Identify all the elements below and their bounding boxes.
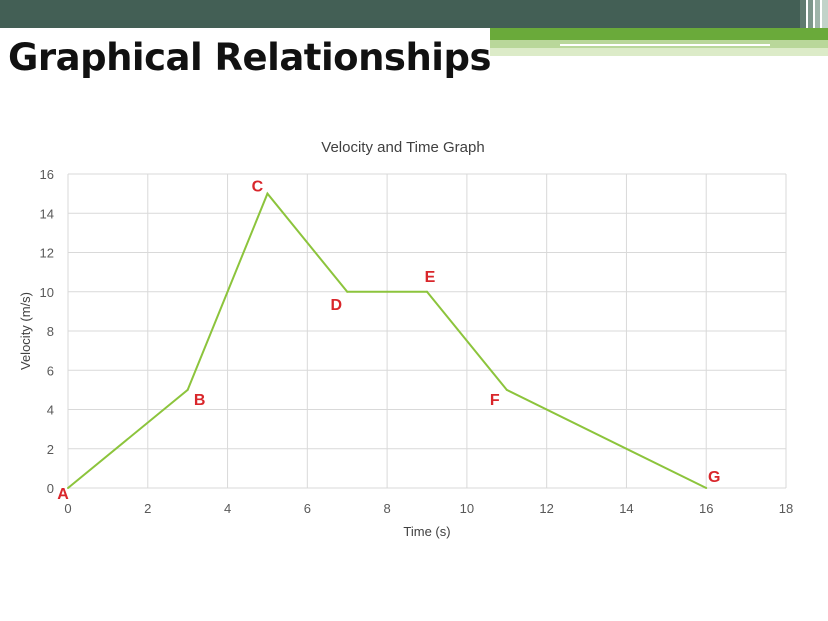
header-decoration-band: [0, 0, 828, 56]
chart-axes: 0 2 4 6 8 10 12 14 16 0 2 4 6 8 10 12 14 16 18: [40, 167, 794, 516]
point-label-b: B: [194, 392, 206, 409]
header-white-line: [560, 44, 770, 46]
y-tick-label: 2: [47, 442, 54, 457]
chart-point-labels: A B C D E F G: [57, 179, 720, 503]
point-label-c: C: [252, 179, 264, 196]
x-axis-title: Time (s): [403, 524, 450, 539]
x-tick-label: 18: [779, 501, 793, 516]
x-tick-label: 12: [539, 501, 553, 516]
header-stripe-2: [808, 0, 813, 28]
point-label-g: G: [708, 469, 720, 486]
x-tick-label: 6: [304, 501, 311, 516]
header-green-band: [490, 28, 828, 40]
y-tick-label: 12: [40, 246, 54, 261]
y-tick-label: 16: [40, 167, 54, 182]
data-point: [346, 290, 349, 293]
data-point: [186, 388, 189, 391]
data-point: [266, 192, 269, 195]
chart-title: Velocity and Time Graph: [321, 139, 484, 156]
header-dark-band: [0, 0, 800, 28]
point-label-d: D: [330, 297, 342, 314]
y-tick-label: 8: [47, 324, 54, 339]
data-point: [705, 487, 708, 489]
data-point: [505, 388, 508, 391]
point-label-e: E: [425, 269, 436, 286]
slide-title: Graphical Relationships: [8, 36, 491, 79]
y-axis-title: Velocity (m/s): [18, 292, 33, 370]
x-tick-label: 8: [383, 501, 390, 516]
y-tick-label: 6: [47, 363, 54, 378]
data-point: [426, 290, 428, 293]
x-tick-label: 14: [619, 501, 633, 516]
y-tick-label: 10: [40, 285, 54, 300]
data-point: [67, 487, 69, 489]
header-pale-band: [490, 48, 828, 56]
header-stripe-4: [822, 0, 828, 28]
y-tick-label: 4: [47, 403, 54, 418]
point-label-a: A: [57, 486, 69, 503]
header-stripe-1: [800, 0, 806, 28]
x-tick-label: 0: [64, 501, 71, 516]
y-tick-label: 0: [47, 481, 54, 496]
header-stripe-3: [815, 0, 820, 28]
y-tick-label: 14: [40, 206, 54, 221]
x-tick-label: 16: [699, 501, 713, 516]
x-tick-label: 2: [144, 501, 151, 516]
point-label-f: F: [490, 392, 500, 409]
chart-grid: [67, 173, 787, 489]
chart-series: [67, 191, 708, 489]
x-tick-label: 4: [224, 501, 231, 516]
x-tick-label: 10: [460, 501, 474, 516]
